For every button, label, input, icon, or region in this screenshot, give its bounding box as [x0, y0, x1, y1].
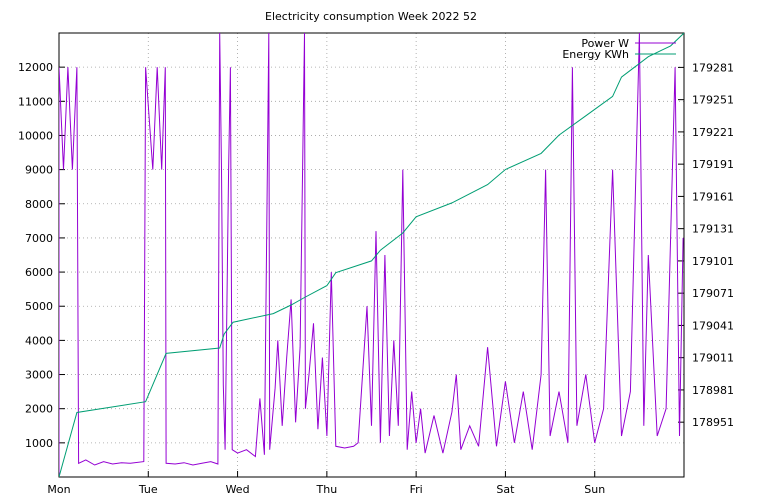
y-tick-label-right: 179131 [692, 223, 734, 236]
y-tick-label-right: 179011 [692, 352, 734, 365]
y-tick-label-right: 179101 [692, 255, 734, 268]
x-axis-labels: Mon Tue Wed Thu Fri Sat Sun [47, 483, 605, 496]
y-tick-label-left: 8000 [25, 198, 53, 211]
x-tick-label: Wed [226, 483, 250, 496]
y-tick-label-left: 1000 [25, 437, 53, 450]
y-tick-label-left: 7000 [25, 232, 53, 245]
x-tick-label: Sun [584, 483, 605, 496]
y-axis-right-labels: 178951 178981 179011 179041 179071 179101 1791… [692, 61, 734, 429]
y-tick-label-left: 12000 [18, 61, 53, 74]
y-tick-label-left: 5000 [25, 300, 53, 313]
y-tick-label-right: 179281 [692, 61, 734, 74]
y-tick-label-left: 4000 [25, 334, 53, 347]
x-tick-label: Fri [410, 483, 423, 496]
plot-area [59, 33, 684, 477]
x-tick-label: Thu [316, 483, 338, 496]
y-tick-label-left: 9000 [25, 164, 53, 177]
y-tick-label-left: 6000 [25, 266, 53, 279]
legend: Power W Energy KWh [562, 37, 676, 61]
y-tick-label-left: 11000 [18, 95, 53, 108]
y-tick-label-right: 179191 [692, 158, 734, 171]
y-tick-label-left: 2000 [25, 403, 53, 416]
chart-title: Electricity consumption Week 2022 52 [265, 10, 477, 23]
series-line-energy [59, 33, 684, 477]
grid-lines [59, 33, 684, 477]
legend-label-power: Power W [581, 37, 629, 50]
series-line-power [59, 33, 684, 477]
y-tick-label-right: 179071 [692, 287, 734, 300]
x-tick-label: Tue [138, 483, 158, 496]
y-tick-label-left: 3000 [25, 369, 53, 382]
y-tick-label-left: 10000 [18, 129, 53, 142]
y-tick-label-right: 178951 [692, 416, 734, 429]
legend-label-energy: Energy KWh [562, 48, 629, 61]
x-tick-label: Mon [47, 483, 70, 496]
y-tick-label-right: 179041 [692, 319, 734, 332]
y-tick-label-right: 178981 [692, 384, 734, 397]
y-tick-label-right: 179161 [692, 190, 734, 203]
x-tick-label: Sat [496, 483, 515, 496]
y-tick-label-right: 179251 [692, 94, 734, 107]
y-axis-left-labels: 1000 2000 3000 4000 5000 6000 7000 8000 9000 1000… [18, 61, 53, 450]
y-tick-label-right: 179221 [692, 126, 734, 139]
